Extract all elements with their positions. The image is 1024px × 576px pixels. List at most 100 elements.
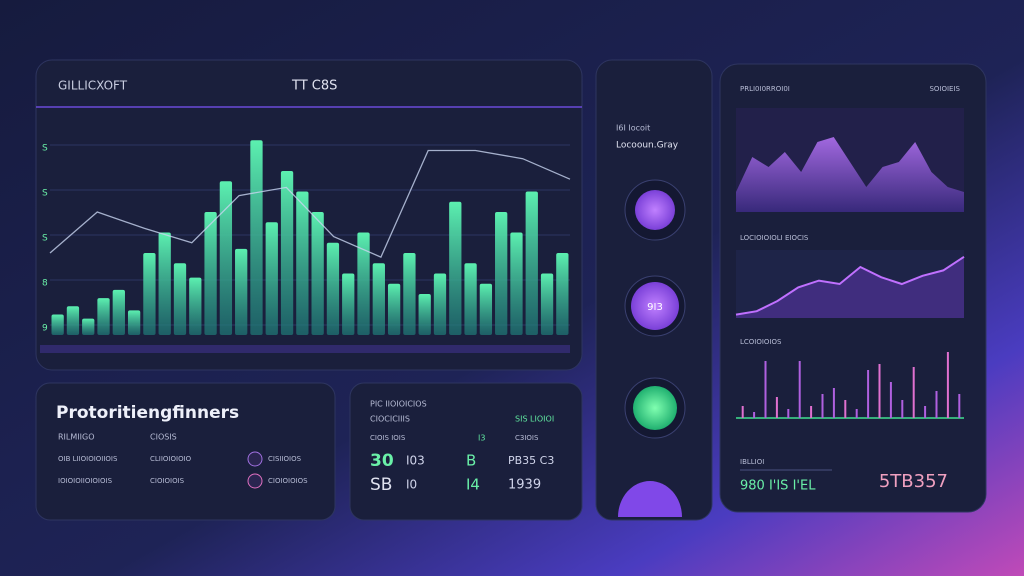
axis-label: 9 — [42, 324, 48, 334]
row-text: CIOIOIOIOS — [268, 477, 308, 485]
stats-panel — [349, 382, 583, 521]
stat-value: I0 — [406, 478, 417, 492]
bar — [296, 191, 309, 335]
axis-label: S — [42, 234, 48, 244]
stats-header: PIC IIOIOICIOS — [370, 400, 427, 409]
spike — [878, 364, 881, 418]
row-text: CIOIOIOIS — [150, 477, 185, 485]
bar — [127, 310, 141, 335]
bar — [387, 283, 401, 335]
bar — [495, 212, 508, 335]
footer-value: 5TB357 — [879, 471, 948, 492]
spike — [946, 352, 949, 418]
trend-line — [49, 149, 571, 258]
bar — [510, 232, 523, 335]
stats-label: CIOCICIIIS — [370, 415, 410, 424]
spike — [889, 382, 892, 418]
bar — [219, 181, 233, 335]
bar — [464, 263, 477, 335]
bar — [311, 212, 324, 335]
axis-label: S — [42, 144, 48, 154]
spike — [867, 370, 870, 418]
bar — [449, 201, 462, 335]
axis-label: 8 — [42, 279, 48, 289]
stat-value: I4 — [466, 476, 480, 494]
spike — [775, 397, 778, 418]
bar — [66, 306, 80, 335]
spike — [821, 394, 824, 418]
bar — [479, 283, 493, 335]
spike — [855, 409, 858, 418]
bar — [372, 263, 385, 335]
bar — [357, 232, 370, 335]
bar-chart — [49, 140, 571, 335]
bar — [342, 273, 355, 335]
chart-label: LCOIOIOIOS — [740, 338, 782, 346]
footer-label: IBLLIOI — [740, 458, 764, 466]
bar — [189, 277, 202, 335]
nav-subtitle: Locooun.Gray — [616, 141, 679, 151]
bar — [158, 232, 171, 335]
spike — [764, 361, 767, 418]
nav-dome — [618, 481, 682, 517]
bar — [204, 212, 217, 335]
nav-button[interactable] — [631, 282, 679, 330]
brand: GILLICXOFT — [58, 79, 128, 93]
col-header: RILMIIGO — [58, 433, 95, 442]
chart-label: LOCIOIOIOLI EIOCIS — [740, 234, 809, 242]
chart-bg — [736, 250, 964, 318]
bar — [82, 318, 95, 335]
bar — [525, 191, 538, 335]
bar — [326, 242, 340, 335]
stat-value: 1939 — [508, 478, 541, 493]
bar — [265, 222, 278, 335]
axis-label: S — [42, 189, 48, 199]
stat-value: PB35 C3 — [508, 454, 554, 467]
side-header: PRLI0I0RROI0I — [740, 85, 790, 93]
bar — [97, 298, 110, 335]
nav-title: I6I Iocoit — [616, 124, 650, 133]
spike — [935, 391, 938, 418]
nav-button[interactable] — [633, 386, 677, 430]
spike — [832, 388, 835, 418]
bar — [433, 273, 447, 335]
area-fill — [736, 256, 964, 318]
spike — [741, 406, 744, 418]
stat-value: I03 — [406, 454, 425, 468]
area — [736, 137, 964, 212]
stats-label: SIS LIOIOI — [515, 415, 554, 424]
col-label: C3IOIS — [515, 434, 539, 442]
nav-button[interactable] — [635, 190, 675, 230]
line — [735, 255, 965, 316]
row-text: IOIOIOIIOIOIOIS — [58, 477, 113, 485]
bar — [280, 171, 294, 335]
summary-title: Protoritiengfinners — [56, 403, 239, 423]
bar — [235, 248, 248, 335]
bar — [173, 263, 187, 335]
spike — [787, 409, 790, 418]
bar — [556, 253, 569, 335]
spike — [798, 361, 801, 418]
icon — [247, 473, 263, 489]
col-header: CIOSIS — [150, 433, 177, 442]
stat-value: SB — [370, 475, 392, 495]
spike — [912, 367, 915, 418]
spike-chart — [736, 352, 964, 419]
row-text: OIB LIIOIOIOIIOIS — [58, 455, 118, 463]
bar — [418, 294, 431, 335]
spike — [901, 400, 904, 418]
row-text: CLIIOIOIOIO — [150, 455, 192, 463]
bar — [143, 253, 156, 335]
stat-value: B — [466, 452, 476, 470]
bar — [51, 314, 64, 335]
row-text: CISIIOIOS — [268, 455, 302, 463]
button-label: 9I3 — [647, 302, 663, 313]
header-label: TT C8S — [291, 79, 337, 94]
icon — [247, 451, 263, 467]
bar — [250, 140, 263, 335]
footer-value: 980 I'IS I'EL — [740, 479, 816, 494]
spike — [753, 412, 756, 418]
spike — [844, 400, 847, 418]
bar — [403, 253, 416, 335]
